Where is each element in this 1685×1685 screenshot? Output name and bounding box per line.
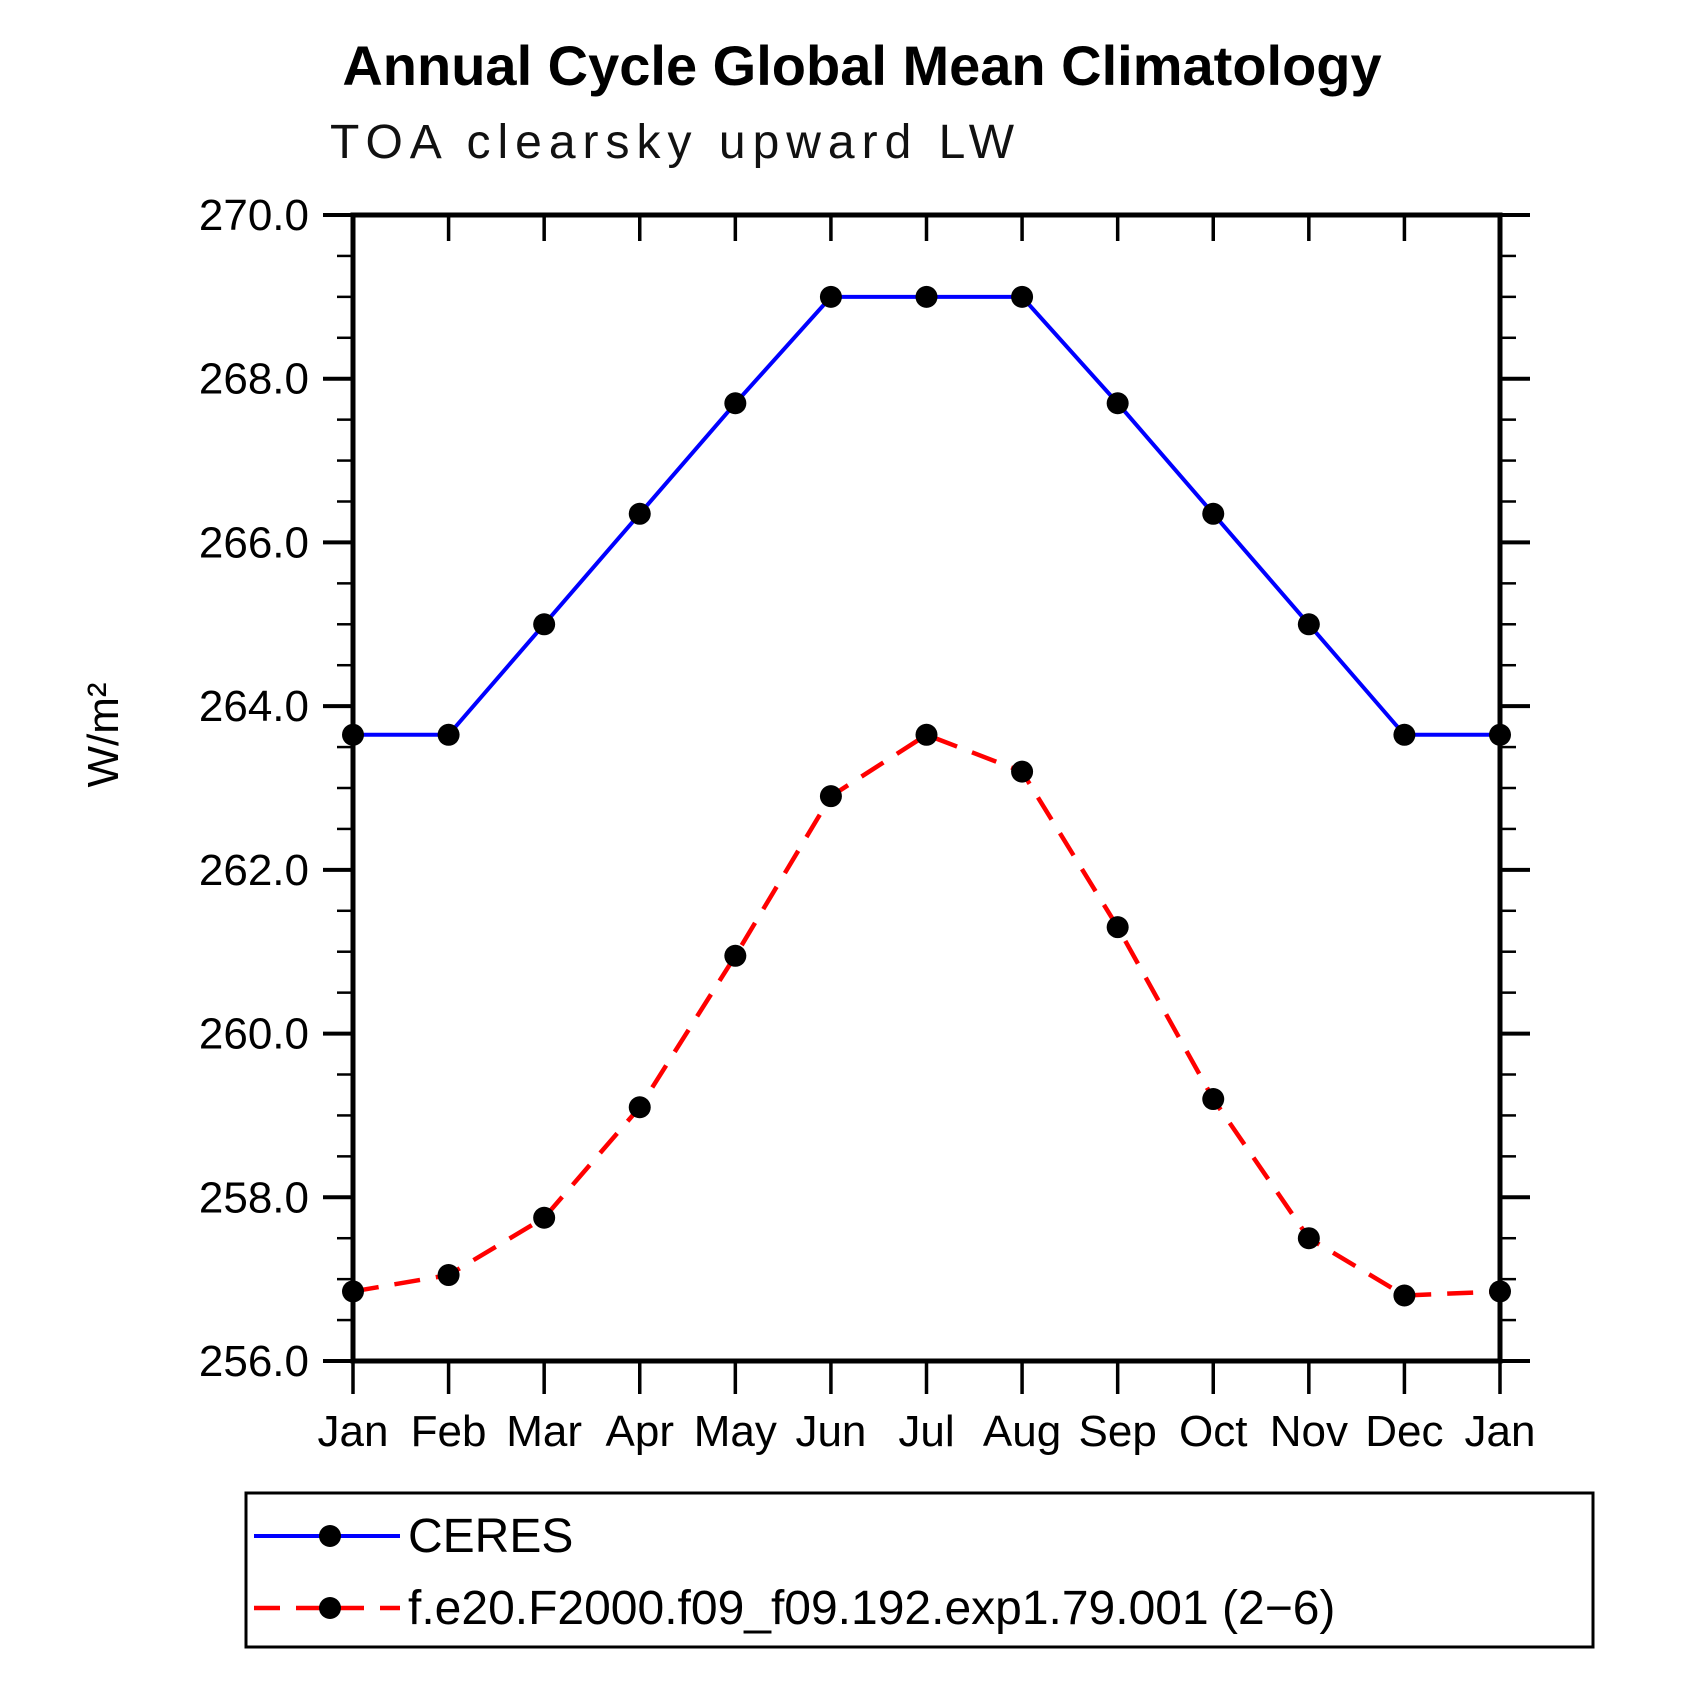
x-tick-label: May	[694, 1407, 777, 1456]
x-tick-label: Nov	[1270, 1407, 1348, 1456]
chart-title: Annual Cycle Global Mean Climatology	[342, 34, 1381, 97]
data-point-marker-s1	[628, 1096, 651, 1119]
plot-frame	[350, 212, 1503, 1364]
data-point-marker-s1	[1106, 916, 1129, 939]
data-point-marker-s1	[1489, 1280, 1511, 1303]
data-point-marker-s1	[819, 785, 842, 808]
legend-marker-model	[319, 1597, 341, 1619]
y-tick-label: 264.0	[199, 682, 309, 731]
data-point-marker-s0	[1489, 723, 1511, 746]
data-point-marker-s1	[724, 944, 747, 967]
x-tick-label: Jul	[898, 1407, 954, 1456]
y-tick-label: 262.0	[199, 846, 309, 895]
x-tick-label: Dec	[1365, 1407, 1443, 1456]
x-tick-label: Jun	[795, 1407, 866, 1456]
x-tick-label: Feb	[411, 1407, 487, 1456]
data-point-marker-s0	[1106, 392, 1129, 415]
data-point-marker-s0	[915, 285, 938, 308]
data-point-marker-s1	[915, 723, 938, 746]
series-line-1	[352, 732, 1501, 1298]
data-point-marker-s0	[1393, 723, 1416, 746]
x-tick-label: Jan	[318, 1407, 389, 1456]
chart-subtitle: TOA clearsky upward LW	[330, 116, 1021, 169]
x-tick-label: Mar	[506, 1407, 582, 1456]
data-point-marker-s0	[1297, 613, 1320, 636]
data-point-marker-s1	[1393, 1284, 1416, 1307]
y-tick-label: 266.0	[199, 518, 309, 567]
x-tick-label: Jan	[1465, 1407, 1536, 1456]
legend: CERES f.e20.F2000.f09_f09.192.exp1.79.00…	[244, 1491, 1595, 1649]
plot-area: 256.0 258.0 260.0 262.0 264.0 266.0 268.0 270.0…	[199, 191, 1536, 1456]
x-tick-label: Apr	[606, 1407, 674, 1456]
legend-label-model: f.e20.F2000.f09_f09.192.exp1.79.001 (2−6…	[408, 1582, 1335, 1635]
y-tick-label: 270.0	[199, 191, 309, 240]
data-point-marker-s0	[533, 613, 556, 636]
data-point-marker-s1	[1202, 1088, 1225, 1111]
data-point-marker-s0	[724, 392, 747, 415]
y-tick-label: 260.0	[199, 1010, 309, 1059]
y-tick-label: 256.0	[199, 1337, 309, 1386]
y-tick-label: 258.0	[199, 1173, 309, 1222]
legend-label-ceres: CERES	[408, 1510, 573, 1563]
data-point-marker-s1	[533, 1206, 556, 1229]
data-point-marker-s1	[342, 1280, 364, 1303]
y-tick-label: 268.0	[199, 355, 309, 404]
x-tick-label: Aug	[983, 1407, 1061, 1456]
legend-box	[244, 1491, 1595, 1649]
data-point-marker-s1	[437, 1264, 460, 1287]
x-tick-label: Oct	[1179, 1407, 1247, 1456]
data-point-marker-s0	[628, 502, 651, 525]
data-point-marker-s0	[437, 723, 460, 746]
data-point-marker-s1	[1011, 760, 1034, 783]
data-point-marker-s0	[1202, 502, 1225, 525]
data-point-marker-s0	[819, 285, 842, 308]
data-point-marker-s0	[342, 723, 364, 746]
series-line-0	[353, 294, 1500, 737]
x-tick-label: Sep	[1079, 1407, 1157, 1456]
data-point-marker-s1	[1297, 1227, 1320, 1250]
y-axis-label: W/m²	[79, 682, 128, 787]
legend-marker-ceres	[319, 1525, 341, 1547]
data-point-marker-s0	[1011, 285, 1034, 308]
